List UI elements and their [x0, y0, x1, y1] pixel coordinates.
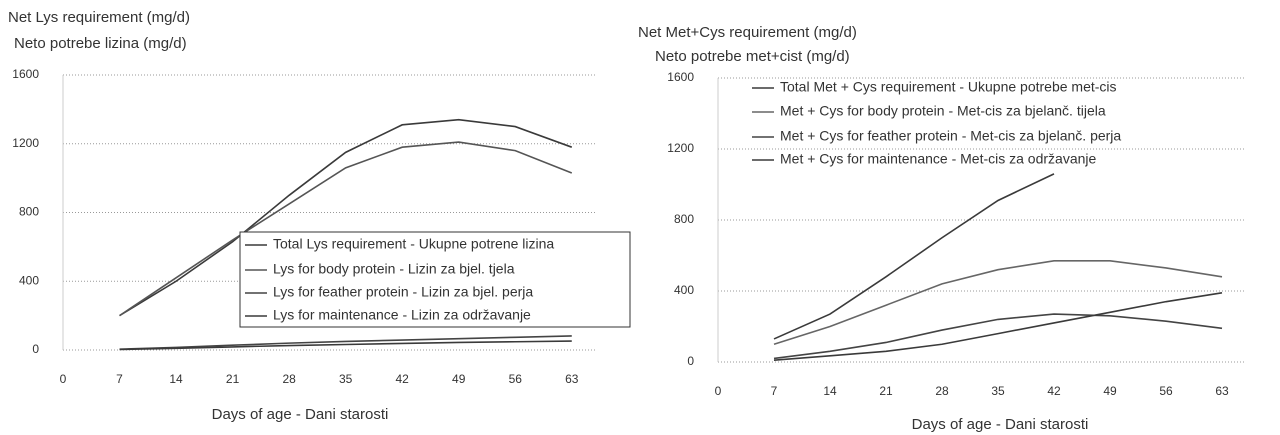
x-tick-label: 14	[823, 384, 837, 398]
legend-label: Lys for body protein - Lizin za bjel. tj…	[273, 261, 515, 277]
y-tick-label: 400	[19, 273, 39, 287]
legend-box	[239, 231, 631, 328]
legend-label: Lys for maintenance - Lizin za održavanj…	[273, 307, 531, 323]
y-tick-label: 1600	[667, 70, 694, 84]
y-tick-label: 800	[19, 205, 39, 219]
legend-label: Total Met + Cys requirement - Ukupne pot…	[780, 79, 1117, 95]
x-tick-label: 21	[879, 384, 893, 398]
x-tick-label: 21	[226, 372, 240, 386]
legend-label: Lys for feather protein - Lizin za bjel.…	[273, 284, 533, 300]
y-tick-label: 800	[674, 212, 694, 226]
x-axis-label: Days of age - Dani starosti	[212, 406, 389, 423]
y-axis-label: Net Met+Cys requirement (mg/d)	[638, 24, 857, 41]
legend-label: Met + Cys for feather protein - Met-cis …	[780, 128, 1121, 144]
y-axis-label: Neto potrebe lizina (mg/d)	[14, 35, 187, 52]
y-tick-label: 400	[674, 283, 694, 297]
x-tick-label: 56	[509, 372, 523, 386]
series-line	[119, 340, 572, 351]
x-tick-label: 7	[771, 384, 778, 398]
y-tick-label: 0	[32, 342, 39, 356]
legend-label: Total Lys requirement - Ukupne potrene l…	[273, 236, 554, 252]
series-line	[773, 291, 1223, 362]
x-tick-label: 0	[715, 384, 722, 398]
y-tick-label: 1200	[667, 141, 694, 155]
x-tick-label: 42	[396, 372, 410, 386]
y-axis-label: Net Lys requirement (mg/d)	[8, 9, 190, 26]
x-tick-label: 35	[991, 384, 1005, 398]
y-tick-label: 0	[687, 354, 694, 368]
y-tick-label: 1600	[12, 67, 39, 81]
series-line	[119, 141, 573, 317]
series-line	[119, 118, 573, 317]
y-tick-label: 1200	[12, 136, 39, 150]
series-line	[773, 260, 1223, 346]
x-tick-label: 63	[565, 372, 579, 386]
x-tick-label: 7	[116, 372, 123, 386]
x-tick-label: 63	[1215, 384, 1229, 398]
x-axis-label: Days of age - Dani starosti	[912, 416, 1089, 433]
series-line	[119, 335, 572, 350]
x-tick-label: 49	[452, 372, 466, 386]
x-tick-label: 56	[1159, 384, 1173, 398]
x-tick-label: 49	[1103, 384, 1117, 398]
legend-label: Met + Cys for body protein - Met-cis za …	[780, 103, 1106, 119]
x-tick-label: 35	[339, 372, 353, 386]
x-tick-label: 28	[935, 384, 949, 398]
series-line	[773, 173, 1055, 340]
x-tick-label: 42	[1047, 384, 1061, 398]
x-tick-label: 14	[169, 372, 183, 386]
legend-label: Met + Cys for maintenance - Met-cis za o…	[780, 151, 1097, 167]
x-tick-label: 0	[60, 372, 67, 386]
y-axis-label: Neto potrebe met+cist (mg/d)	[655, 48, 850, 65]
x-tick-label: 28	[282, 372, 296, 386]
series-line	[773, 313, 1223, 360]
